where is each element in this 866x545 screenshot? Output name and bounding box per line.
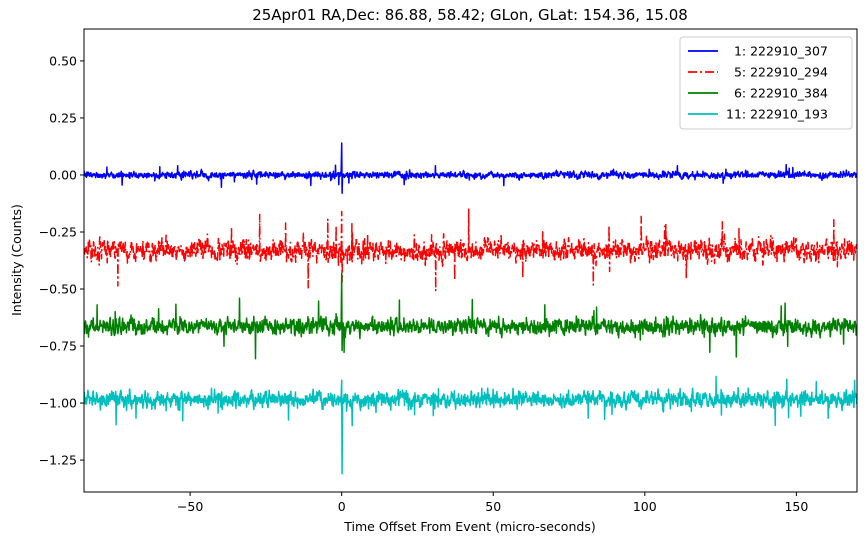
legend: 1: 222910_307 5: 222910_294 6: 222910_38… [679,36,853,130]
plot-area [84,142,857,475]
y-tick-label: −0.50 [39,282,77,297]
legend-label-4: 11: 222910_193 [726,107,828,122]
plot-frame [83,28,858,493]
series-line-1 [84,142,857,194]
x-axis: −50 0 50 100 150 [177,492,808,514]
x-tick-label: 50 [485,499,501,514]
y-tick-label: 0.50 [49,53,77,68]
legend-label-2: 5: 222910_294 [726,65,828,80]
x-tick-label: 150 [784,499,808,514]
legend-label-3: 6: 222910_384 [726,86,828,101]
y-tick-label: −1.00 [39,396,77,411]
series-line-4 [84,375,857,475]
y-tick-label: −1.25 [39,453,77,468]
legend-label-1: 1: 222910_307 [726,44,828,59]
y-axis: 0.50 0.25 0.00 −0.25 −0.50 −0.75 −1.00 −1.25 [39,53,84,468]
series-line-3 [84,272,857,360]
series-layer [84,142,857,475]
y-tick-label: −0.25 [39,224,77,239]
y-tick-label: 0.00 [49,167,77,182]
y-tick-label: −0.75 [39,339,77,354]
x-tick-label: −50 [177,499,203,514]
chart-title: 25Apr01 RA,Dec: 86.88, 58.42; GLon, GLat… [252,6,688,24]
y-tick-label: 0.25 [49,110,77,125]
legend-box [679,36,853,130]
y-axis-label: Intensity (Counts) [9,204,24,316]
x-axis-label: Time Offset From Event (micro-seconds) [343,519,595,534]
series-line-2 [84,208,857,292]
x-tick-label: 100 [633,499,657,514]
x-tick-label: 0 [338,499,346,514]
